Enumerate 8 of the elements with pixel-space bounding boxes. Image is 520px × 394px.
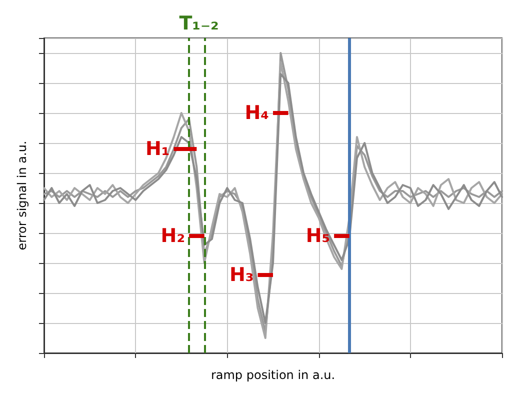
annotation: H₄ — [244, 102, 269, 124]
y-axis-title: error signal in a.u. — [15, 140, 29, 250]
annotation: H₃ — [230, 264, 254, 286]
annotation: H₅ — [306, 225, 330, 247]
text: T₁₋₂ — [179, 12, 219, 34]
x-axis-title: ramp position in a.u. — [210, 368, 336, 382]
annotation: H₁ — [146, 138, 170, 160]
annotation: H₂ — [160, 225, 186, 247]
